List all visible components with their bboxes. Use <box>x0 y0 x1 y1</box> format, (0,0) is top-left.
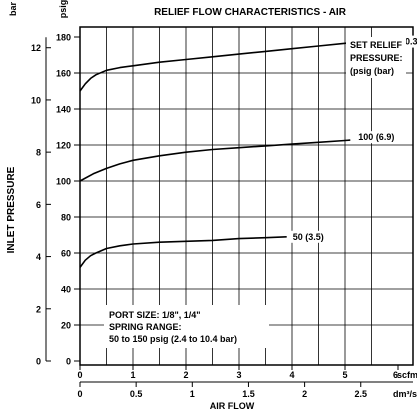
annotation-line-2: SPRING RANGE: <box>109 322 182 332</box>
plot-frame <box>79 26 414 366</box>
y-unit-left: bar <box>8 2 18 17</box>
y-axis-label: INLET PRESSURE <box>6 166 17 253</box>
dm3s-tick-label: 0.5 <box>130 389 143 399</box>
psig-tick-label: 0 <box>66 357 71 367</box>
series-label: 100 (6.9) <box>358 132 394 142</box>
legend-title-line-1: SET RELIEF <box>350 40 403 50</box>
series-line <box>79 139 351 182</box>
legend-title-line-2: PRESSURE: <box>350 53 403 63</box>
x-unit-bottom: dm³/s <box>393 389 417 399</box>
psig-tick-label: 40 <box>61 285 71 295</box>
annotation-box: PORT SIZE: 1/8", 1/4" SPRING RANGE: 50 t… <box>104 305 269 348</box>
scfm-tick-label: 2 <box>183 370 188 380</box>
annotation-box-frame <box>104 305 269 348</box>
series-label-bg <box>290 230 326 243</box>
x-unit-top: scfm <box>397 370 417 380</box>
psig-tick-label: 100 <box>56 177 71 187</box>
dm3s-tick-label: 2.5 <box>354 389 367 399</box>
dm3s-tick-label: 1.5 <box>242 389 255 399</box>
dm3s-tick-label: 0 <box>77 389 82 399</box>
psig-tick-label: 160 <box>56 69 71 79</box>
bar-tick-label: 12 <box>31 43 41 53</box>
series-line <box>79 39 372 92</box>
scfm-tick-label: 5 <box>342 370 347 380</box>
psig-tick-label: 20 <box>61 321 71 331</box>
dm3s-tick-label: 2 <box>302 389 307 399</box>
series-line <box>79 236 287 268</box>
scfm-tick-label: 1 <box>130 370 135 380</box>
psig-tick-label: 80 <box>61 213 71 223</box>
legend-title-line-3: (psig (bar) <box>350 66 394 76</box>
chart-title: RELIEF FLOW CHARACTERISTICS - AIR <box>154 7 347 18</box>
psig-tick-label: 180 <box>56 33 71 43</box>
legend-title-bg <box>346 37 406 78</box>
dm3s-tick-label: 1 <box>190 389 195 399</box>
scfm-tick-label: 3 <box>236 370 241 380</box>
series-label: 50 (3.5) <box>293 232 324 242</box>
bar-tick-label: 4 <box>36 252 41 262</box>
scfm-tick-label: 6 <box>393 370 398 380</box>
bar-tick-label: 0 <box>36 357 41 367</box>
bar-tick-label: 8 <box>36 148 41 158</box>
annotation-line-3: 50 to 150 psig (2.4 to 10.4 bar) <box>109 334 237 344</box>
psig-tick-label: 60 <box>61 249 71 259</box>
legend-title: SET RELIEF PRESSURE: (psig (bar) <box>346 37 406 78</box>
bar-tick-label: 6 <box>36 200 41 210</box>
bar-tick-label: 2 <box>36 304 41 314</box>
series-label-bg <box>356 131 397 144</box>
scfm-tick-label: 0 <box>77 370 82 380</box>
y-unit-right: psig <box>58 0 68 18</box>
x-axis-label: AIR FLOW <box>210 401 255 411</box>
psig-tick-label: 120 <box>56 141 71 151</box>
annotation-line-1: PORT SIZE: 1/8", 1/4" <box>109 310 201 320</box>
bar-tick-label: 10 <box>31 95 41 105</box>
scfm-tick-label: 4 <box>289 370 294 380</box>
psig-tick-label: 140 <box>56 105 71 115</box>
